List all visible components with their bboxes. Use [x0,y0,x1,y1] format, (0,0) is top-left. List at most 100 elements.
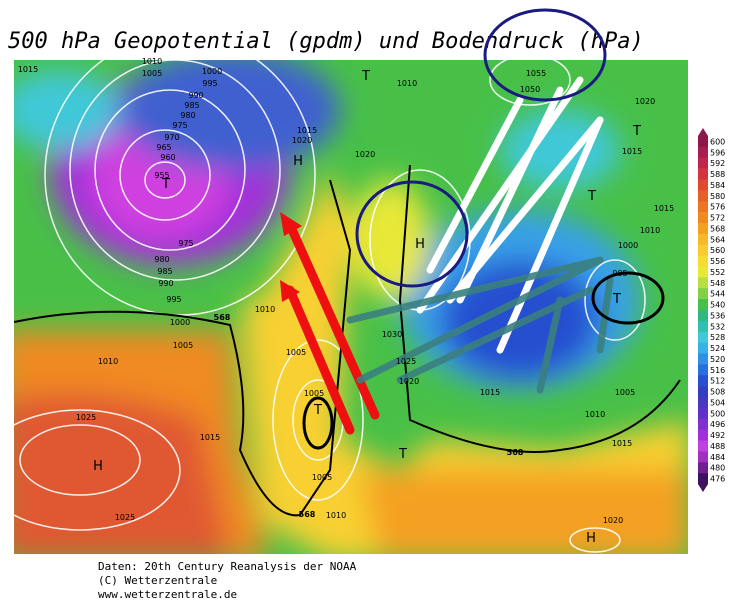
pressure-center: T [361,69,370,84]
colorbar-label: 540 [710,301,725,310]
isobar-label: 975 [172,121,187,130]
isobar-label: 1000 [202,67,222,76]
contour-label: 568 [507,448,524,457]
pressure-center: T [313,403,322,418]
colorbar-label: 536 [710,311,725,320]
colorbar-label: 580 [710,192,725,201]
colorbar-cell [698,299,708,311]
isobar-label: 1015 [654,204,674,213]
colorbar-label: 508 [710,388,725,397]
colorbar-label: 492 [710,431,725,440]
isobar-label: 1015 [480,388,500,397]
colorbar-label: 496 [710,420,725,429]
colorbar-label: 596 [710,148,725,157]
colorbar-label: 576 [710,203,725,212]
isobar-label: 990 [158,279,173,288]
isobar-label: 1005 [615,388,635,397]
colorbar-label: 592 [710,159,725,168]
colorbar-label: 504 [710,398,725,407]
pressure-center: T [398,447,407,462]
colorbar-cell [698,397,708,409]
colorbar-cell [698,277,708,289]
isobar-label: 1015 [622,147,642,156]
isobar-label: 980 [180,111,195,120]
isobar-label: 965 [156,143,171,152]
isobar-label: 1015 [297,126,317,135]
isobar-label: 1010 [142,57,162,66]
colorbar-cell [698,255,708,267]
isobar-label: 995 [612,269,627,278]
colorbar-label: 544 [710,290,725,299]
isobar-label: 995 [202,79,217,88]
isobars [14,60,646,553]
colorbar-cell [698,364,708,376]
colorbar-cell [698,342,708,354]
isobar-label: 1005 [312,473,332,482]
colorbar-cell [698,288,708,300]
contour-label: 568 [214,313,231,322]
colorbar-cell [698,331,708,343]
colorbar-cell [698,233,708,246]
colorbar-cell [698,190,708,202]
isobar-label: 1010 [585,410,605,419]
colorbar-label: 524 [710,344,725,353]
pressure-center: H [586,531,596,546]
isobar-label: 995 [166,295,181,304]
colorbar-cell [698,353,708,365]
isobar-label: 1010 [397,79,417,88]
colorbar-cell [698,212,708,224]
colorbar-cell [698,386,708,398]
isobar-label: 1005 [286,348,306,357]
colorbar-label: 588 [710,170,725,179]
pressure-center: H [93,459,103,474]
colorbar-cell [698,429,708,441]
isobar-label: 1005 [173,341,193,350]
isobar-label: 1015 [18,65,38,74]
colorbar-label: 556 [710,257,725,266]
colorbar-label: 552 [710,268,725,277]
footer-line: Daten: 20th Century Reanalysis der NOAA [98,560,357,573]
isobar-label: 1015 [612,439,632,448]
colorbar-cell [698,320,708,333]
colorbar-cell [698,418,708,430]
colorbar-label: 512 [710,377,725,386]
colorbar-label: 584 [710,181,725,190]
pressure-center: T [161,177,170,192]
isobar-label: 1025 [76,413,96,422]
colorbar-label: 532 [710,322,725,331]
isobar-label: 1010 [326,511,346,520]
isobar-label: 980 [154,255,169,264]
isobar-label: 985 [157,267,172,276]
isobar-label: 1010 [640,226,660,235]
isobar-label: 955 [154,171,169,180]
isobar-label: 960 [160,153,175,162]
colorbar-label: 516 [710,366,725,375]
isobar-label: 1050 [520,85,540,94]
colorbar-cell [698,146,708,159]
pressure-center: T [632,124,641,139]
colorbar-label: 500 [710,409,725,418]
isobar-label: 1010 [98,357,118,366]
colorbar-label: 600 [710,137,725,146]
colorbar-cell [698,375,708,387]
map-field [14,60,688,554]
isobar-label: 1020 [635,97,655,106]
isobar-label: 1025 [396,357,416,366]
colorbar-cell [698,168,708,180]
arrows [280,8,665,450]
colorbar-cell [698,473,708,485]
isobar-label: 1025 [115,513,135,522]
isobar-label: 1030 [382,330,402,339]
colorbar-cap [698,484,708,492]
footer-line: (C) Wetterzentrale [98,574,217,587]
colorbar-label: 572 [710,214,725,223]
colorbar-label: 528 [710,333,725,342]
colorbar-label: 480 [710,464,725,473]
colorbar-cell [698,136,708,148]
colorbar-cell [698,310,708,322]
pressure-center: T [612,292,621,307]
isobar-label: 970 [164,133,179,142]
colorbar-label: 476 [710,475,725,484]
isobar-label: 1020 [603,516,623,525]
